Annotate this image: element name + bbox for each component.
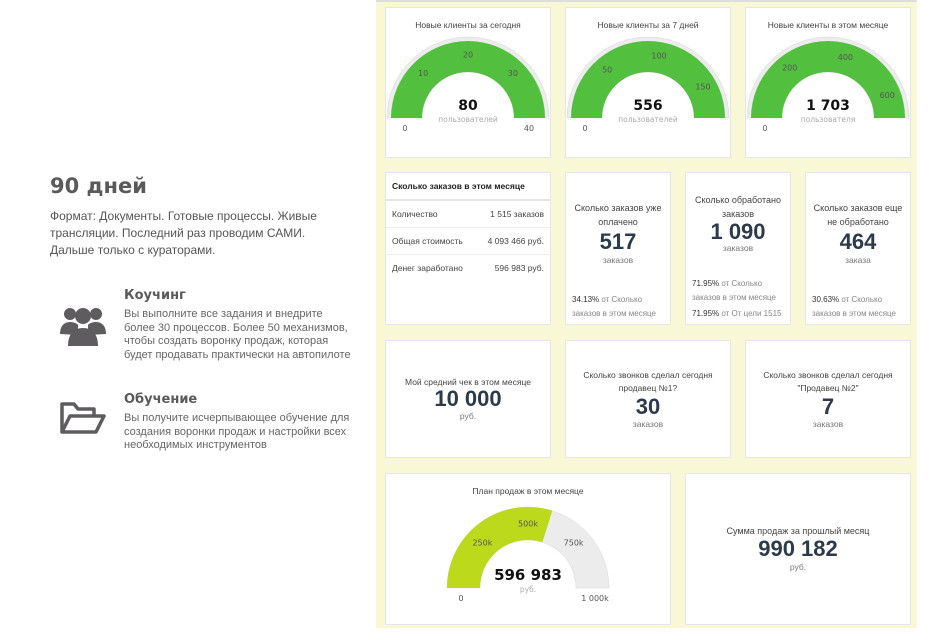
gauge-fill <box>571 41 725 119</box>
gauge-tick-label: 500k <box>518 520 538 529</box>
gauge-tick-label: 600 <box>880 91 895 100</box>
gauge-title: Новые клиенты за 7 дней <box>597 20 699 30</box>
stat-unit: руб. <box>789 562 807 572</box>
stat-card-avg-check: Мой средний чек в этом месяце 10 000 руб… <box>385 340 551 458</box>
stat-value: 517 <box>599 229 637 254</box>
table-row: Денег заработано 596 983 руб. <box>386 255 550 282</box>
gauge-fill <box>391 41 545 119</box>
stat-value: 990 182 <box>758 536 838 561</box>
stat-unit: заказов <box>602 255 634 265</box>
gauge-title: Новые клиенты за сегодня <box>415 20 521 30</box>
row-label: Общая стоимость <box>386 227 476 255</box>
gauge-tick-label: 200 <box>782 63 797 72</box>
stat-card-calls-2: Сколько звонков сделал сегодня "Продавец… <box>745 340 911 458</box>
orders-table: Количество 1 515 заказов Общая стоимость 4… <box>386 201 550 281</box>
row-value: 1 515 заказов <box>475 201 550 228</box>
stat-card-paid: Сколько заказов уже оплачено 517 заказов… <box>565 172 671 325</box>
gauge-card-month: Новые клиенты в этом месяце 200 400 600 0 1 7… <box>745 7 911 158</box>
gauge-tick-label: 150 <box>695 82 710 91</box>
gauge-unit: пользователей <box>438 115 498 124</box>
gauge-unit: руб. <box>520 585 536 594</box>
gauge-value: 80 <box>458 98 478 114</box>
stat-title: Сколько обработано заказов <box>695 195 781 219</box>
stat-unit: заказов <box>812 419 844 429</box>
gauge-value: 556 <box>633 98 662 114</box>
orders-table-title: Сколько заказов в этом месяце <box>386 173 550 201</box>
gauge-value: 1 703 <box>806 98 850 114</box>
stat-value: 464 <box>839 229 877 254</box>
stat-footnote: 34.13% от Сколько заказов в этом месяце <box>572 295 656 318</box>
promo-title: 90 дней <box>50 174 147 198</box>
folder-icon <box>60 402 106 434</box>
stat-unit: заказов <box>632 419 664 429</box>
gauge-tick-label: 400 <box>838 53 853 62</box>
gauge-tick-label: 30 <box>508 69 518 78</box>
stat-card-last-month: Сумма продаж за прошлый месяц 990 182 ру… <box>685 473 911 625</box>
gauge-max-label: 1 000k <box>581 594 609 603</box>
promo-section: 90 дней Формат: Документы. Готовые проце… <box>50 174 360 451</box>
feature-title: Коучинг <box>124 288 186 303</box>
feature-title: Обучение <box>124 392 198 407</box>
gauge-unit: пользователей <box>618 115 678 124</box>
gauge-value: 596 983 <box>494 566 562 584</box>
stat-value: 10 000 <box>434 386 502 411</box>
stat-title: Сколько заказов еще не обработано <box>813 203 903 227</box>
gauge-unit: пользователя <box>801 115 856 124</box>
gauge-min-label: 0 <box>762 124 767 133</box>
stat-card-processed: Сколько обработано заказов 1 090 заказов… <box>685 172 791 325</box>
stat-value: 1 090 <box>710 219 766 244</box>
stat-title: Сколько звонков сделал сегодня продавец … <box>583 370 713 393</box>
feature-coaching: Коучинг Вы выполните все задания и внедр… <box>50 288 360 378</box>
stat-title: Мой средний чек в этом месяце <box>405 377 531 387</box>
promo-description: Формат: Документы. Готовые процессы. Жив… <box>50 209 317 257</box>
orders-table-card: Сколько заказов в этом месяце Количество… <box>385 172 551 325</box>
gauge-fill <box>447 507 553 588</box>
gauge-tick-label: 750k <box>564 538 584 547</box>
gauge-tick-label: 20 <box>463 51 473 60</box>
gauge-min-label: 0 <box>458 594 463 603</box>
gauge-card-today: Новые клиенты за сегодня 10 20 30 0 40 80 польз… <box>385 7 551 158</box>
gauge-min-label: 0 <box>402 124 407 133</box>
table-row: Общая стоимость 4 093 466 руб. <box>386 227 550 255</box>
stat-title: Сколько звонков сделал сегодня "Продавец… <box>763 370 893 393</box>
stat-footnote: 71.95% от От цели 1515 <box>692 309 782 318</box>
gauge-max-label: 40 <box>524 124 534 133</box>
feature-training: Обучение Вы получите исчерпывающее обуче… <box>50 392 360 462</box>
stat-footnote: 30.63% от Сколько заказов в этом месяце <box>812 295 896 318</box>
gauge-tick-label: 10 <box>418 69 428 78</box>
table-row: Количество 1 515 заказов <box>386 201 550 228</box>
gauge-min-label: 0 <box>582 124 587 133</box>
users-icon <box>60 308 106 346</box>
stat-unit: заказа <box>845 255 871 265</box>
stat-value: 30 <box>635 394 661 419</box>
stat-card-calls-1: Сколько звонков сделал сегодня продавец … <box>565 340 731 458</box>
row-value: 4 093 466 руб. <box>475 227 550 255</box>
dashboard-panel: Новые клиенты за сегодня 10 20 30 0 40 80 польз… <box>376 0 917 628</box>
feature-text: Вы получите исчерпывающее обучение для с… <box>124 412 350 451</box>
gauge-title: Новые клиенты в этом месяце <box>767 20 889 30</box>
stat-card-unprocessed: Сколько заказов еще не обработано 464 за… <box>805 172 911 325</box>
stat-unit: руб. <box>459 411 477 421</box>
stat-value: 7 <box>821 394 835 419</box>
stat-title: Сумма продаж за прошлый месяц <box>726 526 870 536</box>
row-value: 596 983 руб. <box>494 263 544 273</box>
gauge-fill <box>751 41 905 119</box>
gauge-card-7days: Новые клиенты за 7 дней 50 100 150 0 556 польз… <box>565 7 731 158</box>
gauge-tick-label: 250k <box>472 538 492 547</box>
feature-text: Вы выполните все задания и внедрите боле… <box>124 308 351 361</box>
gauge-card-sales-plan: План продаж в этом месяце 250k 500k 750k 0 1 … <box>385 473 671 625</box>
gauge-title: План продаж в этом месяце <box>472 486 584 496</box>
gauge-tick-label: 50 <box>602 65 612 74</box>
row-label: Количество <box>386 201 476 228</box>
stat-title: Сколько заказов уже оплачено <box>574 203 662 227</box>
row-label: Денег заработано <box>392 263 463 273</box>
stat-footnote: 71.95% от Сколько заказов в этом месяце <box>692 279 776 302</box>
stat-unit: заказов <box>722 243 754 253</box>
gauge-tick-label: 100 <box>651 51 666 60</box>
